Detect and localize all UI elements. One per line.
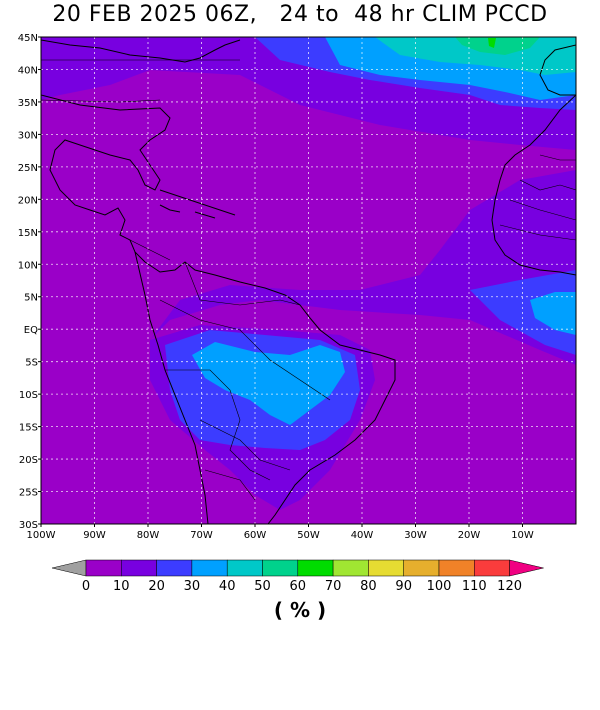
lon-label: 90W xyxy=(83,530,106,541)
colorbar-tick-label: 60 xyxy=(290,579,307,594)
lon-label: 10W xyxy=(511,530,534,541)
lat-label: 20S xyxy=(19,455,38,466)
lat-label: 30S xyxy=(19,520,38,531)
borders xyxy=(41,59,576,501)
colorbar-tick-label: 80 xyxy=(360,579,377,594)
lon-label: 50W xyxy=(297,530,320,541)
colorbar xyxy=(51,559,544,577)
lat-label: EQ xyxy=(24,325,38,336)
colorbar-tick-label: 120 xyxy=(497,579,522,594)
lat-label: 20N xyxy=(18,195,38,206)
lat-label: 35N xyxy=(18,98,38,109)
lat-label: 45N xyxy=(18,33,38,44)
colorbar-tick-label: 0 xyxy=(82,579,90,594)
colorbar-swatch xyxy=(121,559,157,577)
colorbar-swatch xyxy=(438,559,475,577)
lat-label: 15S xyxy=(19,423,38,434)
colorbar-tick-label: 70 xyxy=(325,579,342,594)
lat-label: 25S xyxy=(19,488,38,499)
colorbar-swatch xyxy=(156,559,193,577)
lat-label: 5N xyxy=(24,293,38,304)
lon-label: 80W xyxy=(137,530,160,541)
lat-label: 10N xyxy=(18,260,38,271)
lon-label: 60W xyxy=(244,530,267,541)
colorbar-swatch xyxy=(368,559,404,577)
map-title: 20 FEB 2025 06Z, 24 to 48 hr CLIM PCCD xyxy=(52,2,548,27)
colorbar-swatch xyxy=(191,559,228,577)
colorbar-tick-label: 10 xyxy=(113,579,130,594)
lat-label: 25N xyxy=(18,163,38,174)
lat-label: 30N xyxy=(18,130,38,141)
lat-axis: 45N 40N 35N 30N 25N 20N 15N 10N 5N EQ 5S 10S 15S 20S 2… xyxy=(18,33,41,531)
colorbar-swatch xyxy=(403,559,440,577)
colorbar-unit: ( % ) xyxy=(273,598,327,622)
lon-axis: 100W 90W 80W 70W 60W 50W 40W 30W 20W 10W xyxy=(27,524,534,541)
colorbar-swatch xyxy=(297,559,334,577)
colorbar-swatch xyxy=(262,559,299,577)
colorbar-tick-label: 90 xyxy=(395,579,412,594)
lat-label: 15N xyxy=(18,228,38,239)
colorbar-tick-label: 30 xyxy=(184,579,201,594)
colorbar-swatch xyxy=(85,559,122,577)
lon-label: 100W xyxy=(27,530,56,541)
colorbar-tick-label: 110 xyxy=(462,579,487,594)
colorbar-under-triangle xyxy=(51,559,87,577)
colorbar-over-triangle xyxy=(509,559,544,577)
lat-label: 10S xyxy=(19,390,38,401)
lat-label: 40N xyxy=(18,65,38,76)
colorbar-tick-label: 20 xyxy=(148,579,165,594)
colorbar-tick-label: 50 xyxy=(254,579,271,594)
colorbar-tick-label: 40 xyxy=(219,579,236,594)
lat-label: 5S xyxy=(25,358,38,369)
lon-label: 20W xyxy=(458,530,481,541)
colorbar-swatch xyxy=(474,559,510,577)
precip-field xyxy=(41,37,576,524)
colorbar-labels: 0 10 20 30 40 50 60 70 80 90 100 110 120 xyxy=(82,579,522,594)
colorbar-swatch xyxy=(226,559,263,577)
colorbar-swatch xyxy=(332,559,369,577)
colorbar-tick-label: 100 xyxy=(427,579,452,594)
lon-label: 30W xyxy=(404,530,427,541)
lon-label: 70W xyxy=(190,530,213,541)
lon-label: 40W xyxy=(351,530,374,541)
grid xyxy=(41,37,576,524)
